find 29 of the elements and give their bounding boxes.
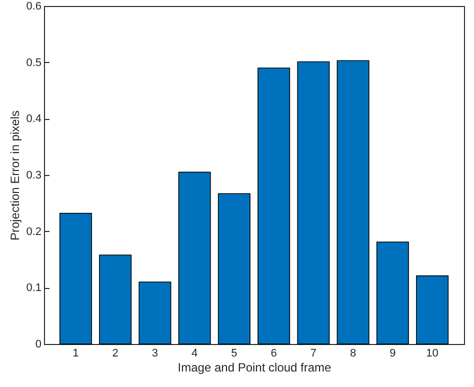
y-tick-label: 0.1 [26, 282, 42, 294]
x-tick-label: 10 [426, 348, 438, 360]
x-tick-label: 9 [390, 348, 396, 360]
x-tick-label: 3 [152, 348, 158, 360]
y-tick-label: 0.4 [26, 113, 42, 126]
bar [376, 242, 409, 344]
x-tick-label: 4 [192, 348, 198, 360]
x-axis-title: Image and Point cloud frame [178, 360, 332, 374]
x-tick-label: 8 [350, 348, 356, 360]
bar [99, 254, 132, 344]
bar [416, 275, 449, 344]
x-tick-label: 6 [270, 348, 277, 360]
x-tick-label: 5 [231, 348, 238, 360]
x-tick-label: 1 [72, 348, 79, 360]
y-tick-label: 0.2 [26, 226, 42, 238]
bar [218, 193, 250, 344]
bar [178, 172, 211, 344]
bar [138, 282, 172, 344]
bar [297, 61, 330, 344]
bar [59, 212, 92, 344]
x-tick-label: 7 [310, 348, 316, 360]
y-tick-label: 0.6 [26, 0, 42, 12]
y-tick-label: 0.3 [26, 170, 42, 182]
y-tick-label: 0 [35, 338, 42, 350]
bar [336, 60, 370, 344]
bar [258, 68, 290, 344]
y-tick-label: 0.5 [26, 56, 42, 69]
x-tick-label: 2 [112, 348, 118, 360]
y-axis-title: Projection Error in pixels [8, 110, 22, 241]
